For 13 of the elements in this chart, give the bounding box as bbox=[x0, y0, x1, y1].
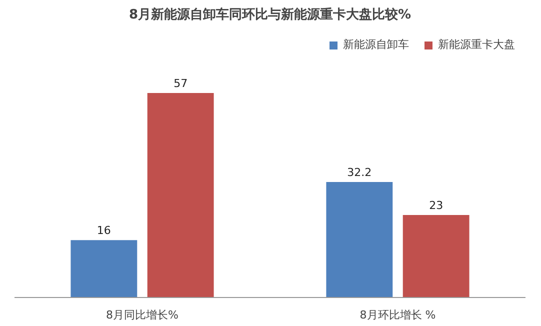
data-label: 57 bbox=[174, 76, 188, 90]
bar bbox=[147, 92, 214, 298]
data-label: 32.2 bbox=[347, 166, 372, 179]
x-tick-label: 8月同比增长% bbox=[106, 308, 178, 322]
bar bbox=[70, 240, 138, 298]
legend-label: 新能源重卡大盘 bbox=[438, 37, 515, 52]
chart-title: 8月新能源自卸车同环比与新能源重卡大盘比较% bbox=[128, 6, 412, 22]
bar bbox=[402, 214, 470, 298]
x-tick-label: 8月环比增长 % bbox=[360, 308, 436, 322]
data-label: 23 bbox=[429, 198, 444, 212]
data-label: 16 bbox=[96, 224, 111, 238]
legend-label: 新能源自卸车 bbox=[343, 37, 409, 52]
bar bbox=[326, 182, 393, 298]
